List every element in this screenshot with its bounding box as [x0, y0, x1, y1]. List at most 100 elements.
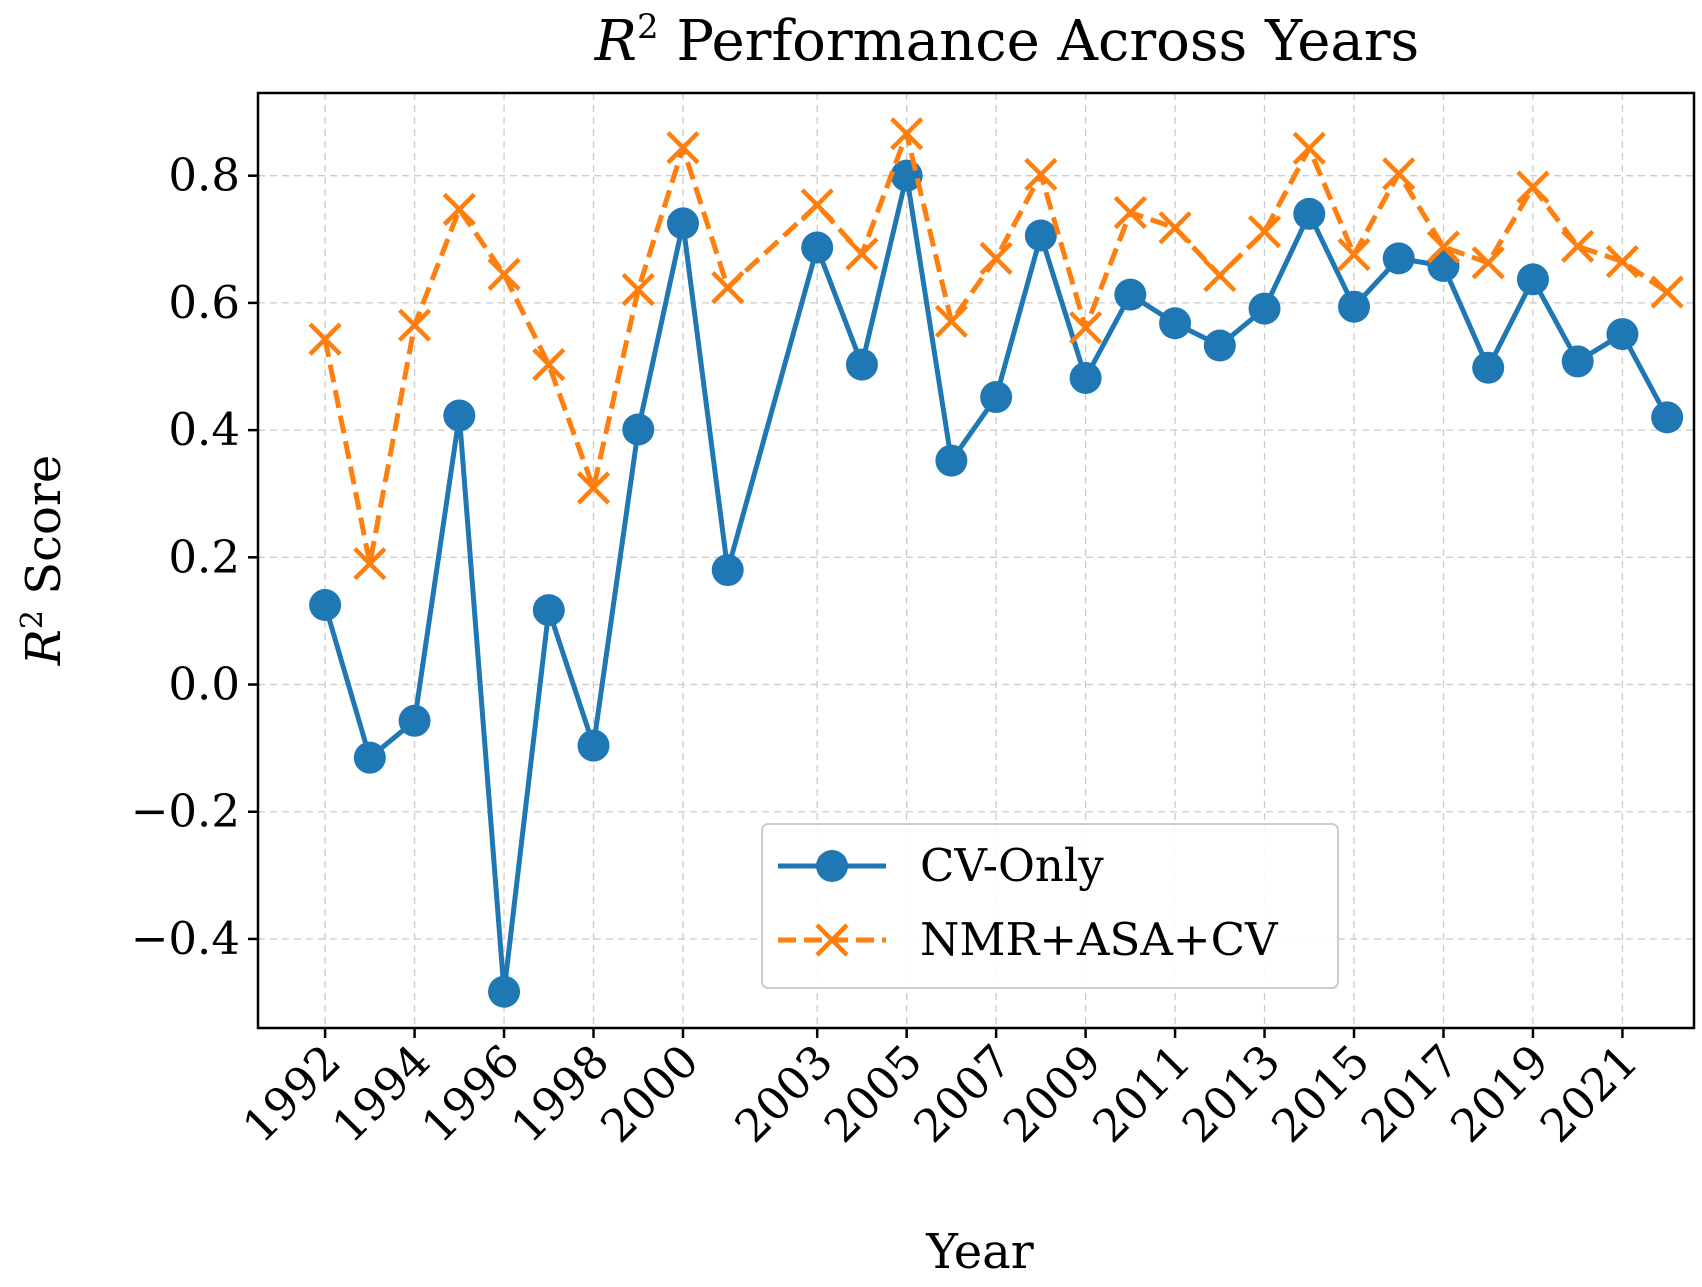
- series-layer: [308, 117, 1684, 1008]
- x-tick-label: 2011: [1082, 1034, 1200, 1152]
- data-point: [353, 547, 387, 581]
- x-tick-label: 2007: [903, 1034, 1021, 1152]
- data-point: [487, 257, 521, 291]
- data-point: [1605, 244, 1640, 279]
- title-math: R: [594, 9, 637, 74]
- data-point: [532, 594, 565, 627]
- data-point: [845, 348, 878, 381]
- data-point: [398, 704, 431, 737]
- y-tick-label: 0.2: [168, 530, 240, 583]
- legend-marker-nmr-asa-cv: [815, 923, 849, 957]
- data-point: [1024, 219, 1057, 252]
- chart-title: R2 Performance Across Years: [594, 7, 1419, 74]
- data-point: [845, 237, 879, 271]
- y-axis-label: R2 Score: [15, 455, 72, 667]
- data-point: [443, 399, 476, 432]
- legend-label-cv-only: CV-Only: [920, 839, 1104, 892]
- data-point: [1650, 275, 1684, 309]
- data-point: [1516, 263, 1549, 296]
- data-point: [532, 348, 566, 382]
- plot-area-frame: [256, 91, 1696, 1030]
- data-point: [1203, 329, 1236, 362]
- data-point: [621, 272, 655, 307]
- data-point: [980, 381, 1013, 414]
- data-point: [1337, 237, 1371, 272]
- data-point: [1651, 401, 1684, 434]
- data-point: [801, 231, 834, 264]
- data-point: [442, 192, 476, 226]
- x-tick-label: 2021: [1530, 1034, 1648, 1152]
- x-tick-label: 2003: [725, 1034, 843, 1152]
- x-axis-label: Year: [925, 1224, 1034, 1280]
- data-point: [1382, 242, 1415, 275]
- y-tick-label: −0.2: [131, 785, 240, 838]
- series-line-cv-only: [322, 173, 1670, 995]
- data-point: [488, 975, 521, 1008]
- data-point: [666, 131, 700, 165]
- x-tick-label: 2019: [1440, 1034, 1558, 1152]
- series-line-nmr-asa-cv: [322, 131, 1669, 567]
- data-point: [890, 117, 924, 151]
- data-point: [309, 589, 342, 622]
- data-point: [397, 308, 432, 342]
- data-point: [1114, 278, 1147, 311]
- data-point: [1516, 170, 1550, 204]
- legend: CV-Only NMR+ASA+CV: [761, 823, 1339, 989]
- data-point: [1382, 157, 1416, 191]
- data-point: [711, 554, 744, 587]
- data-point: [1069, 361, 1102, 394]
- data-point: [979, 241, 1013, 275]
- data-point: [1426, 230, 1461, 264]
- data-point: [1293, 197, 1326, 230]
- x-tick-label: 1992: [232, 1034, 350, 1152]
- data-point: [1203, 258, 1237, 293]
- data-point: [1069, 311, 1103, 345]
- ylabel-rest: Score: [16, 455, 72, 610]
- x-tick-label: 2013: [1172, 1034, 1290, 1152]
- y-tick-label: −0.4: [131, 912, 240, 965]
- data-point: [1024, 157, 1058, 192]
- data-point: [934, 304, 968, 338]
- data-point: [576, 471, 611, 505]
- x-tick-label: 2017: [1351, 1034, 1469, 1152]
- x-tick-label: 2015: [1261, 1034, 1379, 1152]
- ylabel-superscript: 2: [15, 610, 50, 629]
- legend-marker-cv-only: [816, 850, 848, 882]
- data-point: [1561, 229, 1595, 263]
- data-point: [1247, 215, 1282, 249]
- ylabel-math: R: [16, 629, 72, 666]
- x-tick-label: 2000: [590, 1034, 708, 1152]
- x-tick-label: 2009: [993, 1034, 1111, 1152]
- data-point: [1561, 345, 1594, 378]
- data-point: [1427, 250, 1460, 283]
- data-point: [711, 271, 745, 305]
- series-cv-only: [309, 159, 1684, 1008]
- data-point: [1471, 246, 1505, 280]
- data-point: [1113, 195, 1147, 230]
- y-tick-label: 0.8: [168, 149, 240, 202]
- data-point: [800, 188, 834, 222]
- data-point: [1158, 211, 1192, 245]
- legend-entry-nmr-asa-cv: NMR+ASA+CV: [778, 913, 1279, 966]
- y-tick-label: 0.0: [168, 658, 240, 711]
- legend-entry-cv-only: CV-Only: [778, 839, 1104, 892]
- data-point: [308, 322, 342, 356]
- y-tick-label: 0.6: [168, 276, 240, 329]
- data-point: [1338, 290, 1371, 323]
- data-point: [1472, 351, 1505, 384]
- title-rest: Performance Across Years: [659, 9, 1420, 74]
- legend-box: [761, 823, 1339, 989]
- x-tick-label: 1998: [501, 1034, 619, 1152]
- data-point: [1292, 131, 1326, 165]
- series-nmr-asa-cv: [308, 117, 1684, 581]
- title-superscript: 2: [637, 7, 659, 47]
- data-point: [666, 207, 699, 240]
- data-point: [577, 729, 610, 762]
- data-point: [622, 413, 655, 446]
- x-tick-label: 1994: [322, 1034, 440, 1152]
- data-point: [1159, 307, 1192, 340]
- data-point: [935, 444, 968, 477]
- y-tick-label: 0.4: [168, 403, 240, 456]
- data-point: [353, 741, 386, 774]
